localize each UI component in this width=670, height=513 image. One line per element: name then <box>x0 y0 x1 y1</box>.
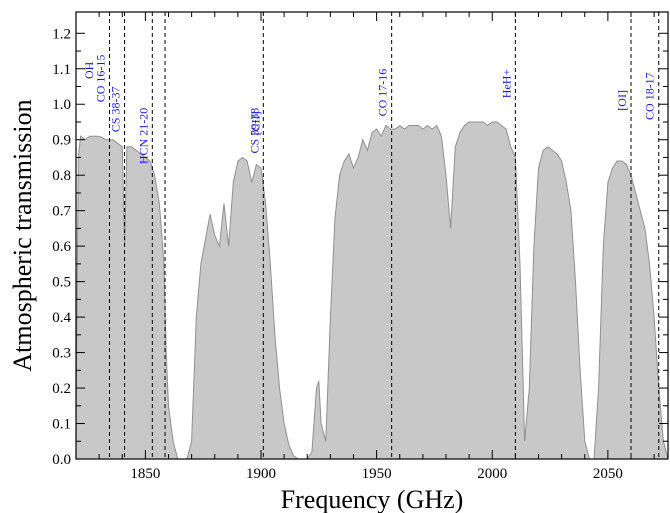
y-tick-label: 0.6 <box>52 239 71 255</box>
line-label: [CII] <box>248 111 262 135</box>
y-tick-label: 0.1 <box>52 417 71 433</box>
axis-ticks: 1850 1900 1950 2000 2050 0.0 0.1 0.2 0.3 0.4 0.5 0.… <box>52 12 668 482</box>
y-tick-label: 0.2 <box>52 381 71 397</box>
x-axis-title: Frequency (GHz) <box>281 485 464 513</box>
y-tick-label: 0.5 <box>52 275 71 291</box>
y-tick-label: 0.8 <box>52 168 71 184</box>
y-tick-label: 0.4 <box>52 310 71 326</box>
line-label: CS 38-37 <box>109 87 123 133</box>
x-tick-label: 2050 <box>593 466 623 482</box>
plot-frame <box>75 11 669 460</box>
y-tick-label: 0.3 <box>52 346 71 362</box>
x-tick-label: 1900 <box>246 466 276 482</box>
x-tick-label: 1950 <box>362 466 392 482</box>
y-tick-label: 0.9 <box>52 133 71 149</box>
transmission-area <box>76 121 668 459</box>
line-label: CO 16-15 <box>94 55 108 103</box>
plot-area <box>76 12 668 459</box>
y-tick-label: 1.2 <box>52 26 71 42</box>
line-label: OH <box>82 61 96 79</box>
line-label: HCN 21-20 <box>136 108 150 164</box>
y-axis-title: Atmospheric transmission <box>8 99 37 371</box>
x-tick-label: 1850 <box>130 466 160 482</box>
line-label: HeH+ <box>499 69 513 99</box>
y-tick-label: 0.7 <box>52 204 71 220</box>
x-tick-label: 2000 <box>477 466 507 482</box>
line-label: [OI] <box>615 90 629 111</box>
y-tick-label: 1.1 <box>52 62 71 78</box>
y-tick-label: 1.0 <box>52 97 71 113</box>
y-tick-label: 0.0 <box>52 452 71 468</box>
line-label: CS 39-38 <box>247 108 261 154</box>
line-label: CO 17-16 <box>376 69 390 117</box>
line-label: CO 18-17 <box>643 72 657 120</box>
